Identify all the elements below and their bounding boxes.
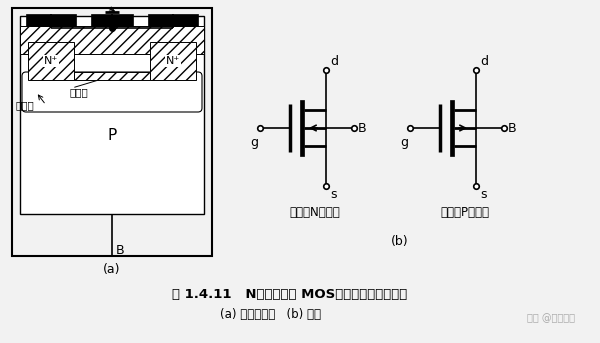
Bar bbox=[300, 100, 304, 156]
Text: (a) 结构示意图   (b) 符号: (a) 结构示意图 (b) 符号 bbox=[220, 308, 320, 320]
Text: s: s bbox=[330, 188, 337, 201]
Text: P: P bbox=[107, 128, 116, 142]
Text: N⁺: N⁺ bbox=[166, 56, 180, 66]
Bar bbox=[20, 16, 204, 214]
Bar bbox=[28, 42, 74, 80]
Bar bbox=[450, 100, 454, 156]
Bar bbox=[12, 8, 212, 256]
Bar bbox=[91, 14, 133, 26]
Text: (b): (b) bbox=[391, 236, 409, 248]
Text: B: B bbox=[358, 121, 367, 134]
Text: 反型层: 反型层 bbox=[70, 87, 89, 97]
Text: 知乎 @空空气息: 知乎 @空空气息 bbox=[527, 313, 575, 323]
Text: g: g bbox=[400, 136, 408, 149]
Text: 耗尽层: 耗尽层 bbox=[16, 100, 35, 110]
Text: B: B bbox=[508, 121, 517, 134]
Text: N⁺: N⁺ bbox=[44, 56, 58, 66]
Text: 耗尽型N沟道管: 耗尽型N沟道管 bbox=[290, 206, 340, 220]
Text: g: g bbox=[250, 136, 258, 149]
Text: d: d bbox=[480, 55, 488, 68]
Bar bbox=[20, 26, 204, 54]
Text: B: B bbox=[116, 244, 125, 257]
Bar bbox=[74, 72, 150, 80]
Text: 图 1.4.11   N沟道耗尽型 MOS管结构示意图及符号: 图 1.4.11 N沟道耗尽型 MOS管结构示意图及符号 bbox=[172, 287, 407, 300]
Text: s: s bbox=[480, 188, 487, 201]
Bar bbox=[150, 42, 196, 80]
Bar bbox=[26, 14, 76, 26]
Text: 耗尽型P沟道管: 耗尽型P沟道管 bbox=[440, 206, 490, 220]
Text: d: d bbox=[330, 55, 338, 68]
Text: (a): (a) bbox=[103, 263, 121, 276]
Bar bbox=[148, 14, 198, 26]
